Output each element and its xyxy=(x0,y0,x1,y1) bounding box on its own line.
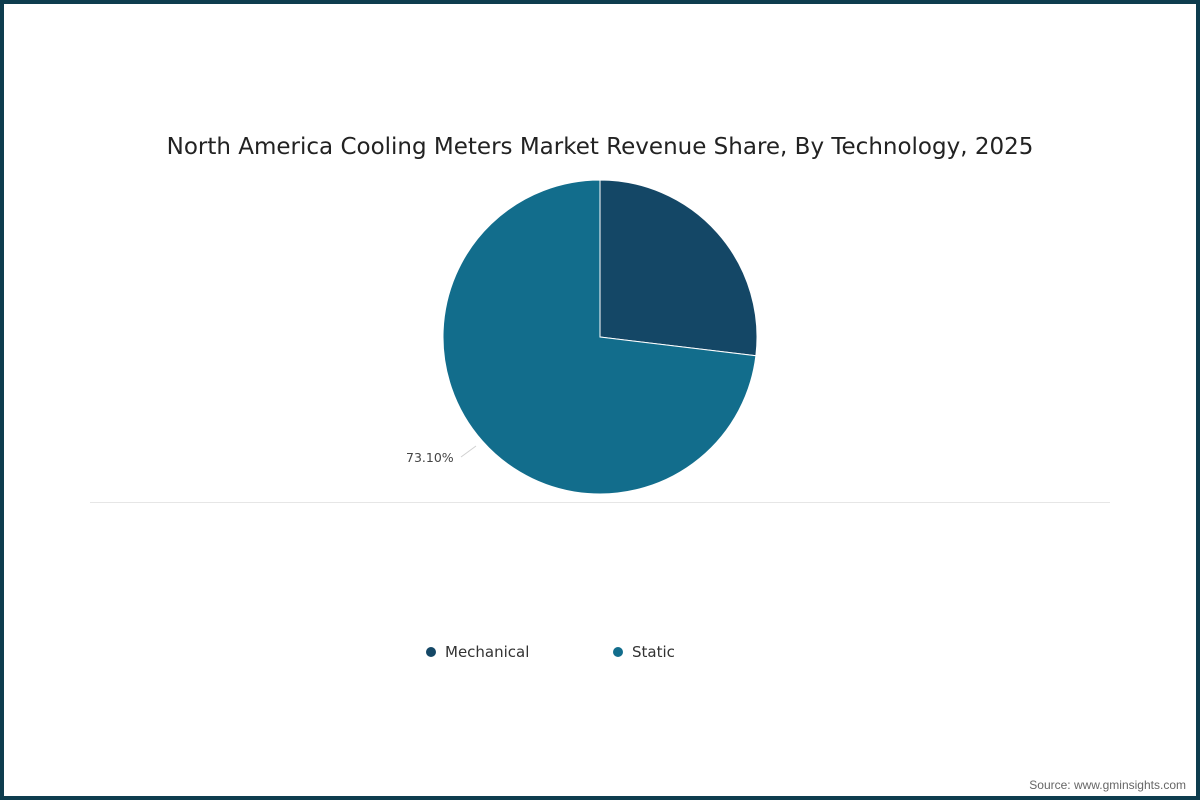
legend-label: Static xyxy=(632,643,675,661)
legend-label: Mechanical xyxy=(445,643,530,661)
pie-slice-mechanical[interactable] xyxy=(599,179,758,357)
static-data-label: 73.10% xyxy=(406,450,454,465)
divider-line xyxy=(90,502,1110,503)
pie-slice-static[interactable] xyxy=(442,179,757,495)
legend: Mechanical Static xyxy=(0,643,1200,665)
legend-item-static[interactable]: Static xyxy=(613,643,675,661)
chart-title: North America Cooling Meters Market Reve… xyxy=(166,134,1034,160)
source-note: Source: www.gminsights.com xyxy=(1029,778,1186,792)
legend-dot-icon xyxy=(613,647,623,657)
legend-dot-icon xyxy=(426,647,436,657)
label-leader-line xyxy=(460,445,477,458)
legend-item-mechanical[interactable]: Mechanical xyxy=(426,643,529,661)
